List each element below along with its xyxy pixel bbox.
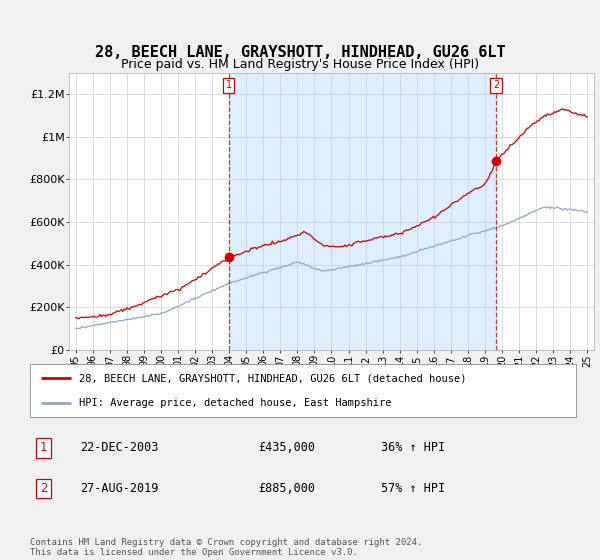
Text: 2: 2 (40, 482, 47, 495)
Text: Contains HM Land Registry data © Crown copyright and database right 2024.
This d: Contains HM Land Registry data © Crown c… (30, 538, 422, 557)
Text: 28, BEECH LANE, GRAYSHOTT, HINDHEAD, GU26 6LT: 28, BEECH LANE, GRAYSHOTT, HINDHEAD, GU2… (95, 45, 505, 60)
Text: £885,000: £885,000 (259, 482, 316, 495)
Text: 22-DEC-2003: 22-DEC-2003 (80, 441, 158, 454)
Text: HPI: Average price, detached house, East Hampshire: HPI: Average price, detached house, East… (79, 398, 392, 408)
Text: 36% ↑ HPI: 36% ↑ HPI (381, 441, 445, 454)
Text: 2: 2 (493, 80, 499, 90)
Text: Price paid vs. HM Land Registry's House Price Index (HPI): Price paid vs. HM Land Registry's House … (121, 58, 479, 71)
Bar (229, 73, 496, 350)
Text: 1: 1 (226, 80, 232, 90)
Text: 28, BEECH LANE, GRAYSHOTT, HINDHEAD, GU26 6LT (detached house): 28, BEECH LANE, GRAYSHOTT, HINDHEAD, GU2… (79, 374, 467, 384)
Text: 57% ↑ HPI: 57% ↑ HPI (381, 482, 445, 495)
Text: £435,000: £435,000 (259, 441, 316, 454)
Text: 1: 1 (40, 441, 47, 454)
Text: 27-AUG-2019: 27-AUG-2019 (80, 482, 158, 495)
